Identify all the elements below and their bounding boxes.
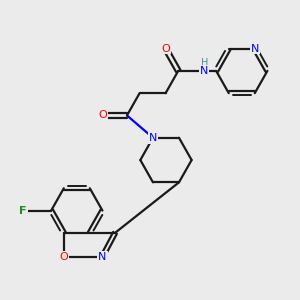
Text: F: F <box>19 206 27 216</box>
Text: O: O <box>59 252 68 262</box>
Text: O: O <box>161 44 170 54</box>
Text: N: N <box>98 252 106 262</box>
Text: N: N <box>250 44 259 54</box>
Text: N: N <box>200 66 208 76</box>
Text: H: H <box>201 58 208 68</box>
Text: O: O <box>98 110 107 120</box>
Text: N: N <box>149 133 157 143</box>
